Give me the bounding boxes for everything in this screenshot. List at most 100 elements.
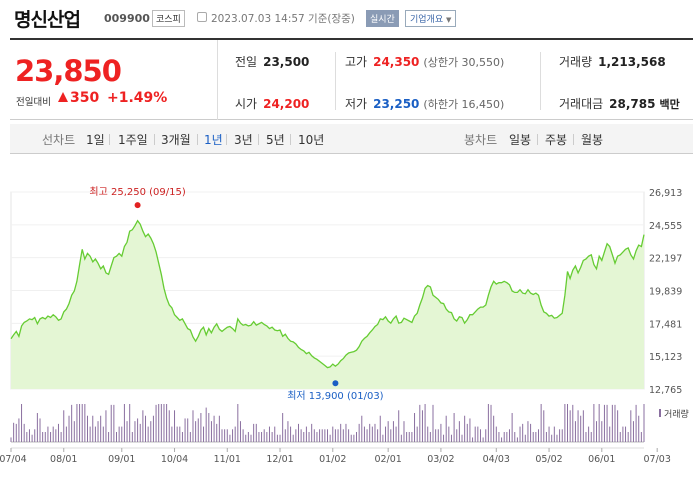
- volume-bar: [36, 413, 38, 442]
- volume-bar: [210, 421, 212, 442]
- volume-bar: [158, 404, 160, 442]
- low-label: 저가: [345, 97, 368, 111]
- volume-bar: [358, 423, 360, 442]
- volume-bar: [427, 426, 429, 442]
- period-5y[interactable]: 5년: [266, 133, 285, 147]
- volume-bar: [137, 418, 139, 442]
- price-chart: 26,913 24,555 22,197 19,839 17,481 15,123 12,7…: [0, 186, 689, 465]
- volume-bar: [472, 437, 474, 442]
- volume-bar: [300, 429, 302, 442]
- volume-bar: [527, 421, 529, 442]
- volume-bar: [63, 410, 65, 442]
- volume-bar: [456, 429, 458, 442]
- volume-bar: [297, 423, 299, 442]
- volume-bar: [400, 434, 402, 442]
- volume-bar: [313, 429, 315, 442]
- divider: [537, 134, 538, 145]
- volume-bar: [443, 434, 445, 442]
- volume-bar: [181, 432, 183, 442]
- prev-close-value: 23,500: [263, 55, 310, 69]
- period-3m[interactable]: 3개월: [161, 133, 191, 147]
- volume-bar: [208, 413, 210, 442]
- volume-bar: [485, 429, 487, 442]
- volume-bar: [638, 415, 640, 442]
- corp-info-label: 기업개요: [410, 15, 444, 25]
- volume-bar: [479, 429, 481, 442]
- volume-bar: [377, 429, 379, 442]
- volume-bar: [192, 410, 194, 442]
- y-tick-label: 22,197: [649, 254, 682, 265]
- period-1d[interactable]: 1일: [86, 133, 105, 147]
- current-price-box: 23,850 전일대비 350 +1.49%: [10, 40, 218, 120]
- volume-bar: [242, 429, 244, 442]
- trade-amount-label: 거래대금: [559, 97, 604, 111]
- volume-bar: [39, 418, 41, 442]
- volume-bar: [374, 423, 376, 442]
- volume-bar: [548, 426, 550, 442]
- candle-daily[interactable]: 일봉: [509, 133, 532, 147]
- volume-bar: [203, 426, 205, 442]
- volume-bar: [142, 410, 144, 442]
- corp-info-dropdown[interactable]: 기업개요 ▼: [405, 10, 457, 27]
- x-tick-label: 03/02: [427, 454, 454, 465]
- volume-bar: [139, 423, 141, 442]
- volume-bar: [632, 421, 634, 442]
- price-line: [10, 219, 645, 369]
- volume-bar: [421, 410, 423, 442]
- open-value: 24,200: [263, 97, 310, 111]
- candle-weekly[interactable]: 주봉: [545, 133, 568, 147]
- volume-bar: [543, 410, 545, 442]
- volume-bar: [276, 434, 278, 442]
- volume-bar: [524, 434, 526, 442]
- low-price: 저가 23,250 (하한가 16,450): [345, 95, 504, 112]
- volume-bar: [234, 426, 236, 442]
- volume-bar: [564, 404, 566, 442]
- volume-bar: [50, 432, 52, 442]
- volume-bar: [327, 429, 328, 442]
- volume-bars: [10, 404, 645, 443]
- candle-monthly[interactable]: 월봉: [581, 133, 604, 147]
- volume-bar: [382, 434, 384, 442]
- volume-bar: [205, 407, 207, 442]
- volume-bar: [105, 410, 107, 442]
- volume-label: 거래량: [559, 55, 593, 69]
- y-tick-label: 19,839: [649, 287, 682, 298]
- volume-bar: [574, 421, 576, 442]
- realtime-button[interactable]: 실시간: [366, 10, 399, 27]
- x-tick-label: 02/01: [374, 454, 401, 465]
- volume-bar: [406, 432, 408, 442]
- volume-bar: [79, 404, 81, 442]
- volume-bar: [65, 426, 67, 442]
- volume-bar: [445, 415, 447, 442]
- low-label: 최저 13,900 (01/03): [287, 390, 383, 402]
- volume-bar: [187, 418, 189, 442]
- period-10y[interactable]: 10년: [298, 133, 325, 147]
- volume-bar: [606, 404, 608, 442]
- volume-bar: [332, 426, 334, 442]
- volume-bar: [603, 404, 605, 442]
- volume-bar: [292, 434, 294, 442]
- period-1w[interactable]: 1주일: [118, 133, 148, 147]
- volume-bar: [279, 434, 281, 442]
- volume-bar: [506, 432, 508, 442]
- volume-bar: [92, 415, 94, 442]
- volume-bar: [258, 432, 260, 442]
- period-1y[interactable]: 1년: [204, 133, 223, 147]
- volume-bar: [419, 404, 421, 442]
- volume-bar: [60, 432, 62, 442]
- volume-bar: [168, 410, 170, 442]
- volume-bar: [508, 429, 510, 442]
- volume-bar: [102, 426, 104, 442]
- divider: [290, 134, 291, 145]
- period-3y[interactable]: 3년: [234, 133, 253, 147]
- x-tick-label: 10/04: [161, 454, 188, 465]
- volume-bar: [52, 426, 54, 442]
- volume-bar: [379, 415, 381, 442]
- volume-bar: [596, 421, 598, 442]
- volume-bar: [630, 410, 632, 442]
- prev-close-label: 전일: [235, 55, 258, 69]
- timestamp: 2023.07.03 14:57 기준(장중): [211, 13, 355, 25]
- x-tick-label: 05/02: [535, 454, 562, 465]
- divider: [197, 134, 198, 145]
- volume-bar: [274, 426, 276, 442]
